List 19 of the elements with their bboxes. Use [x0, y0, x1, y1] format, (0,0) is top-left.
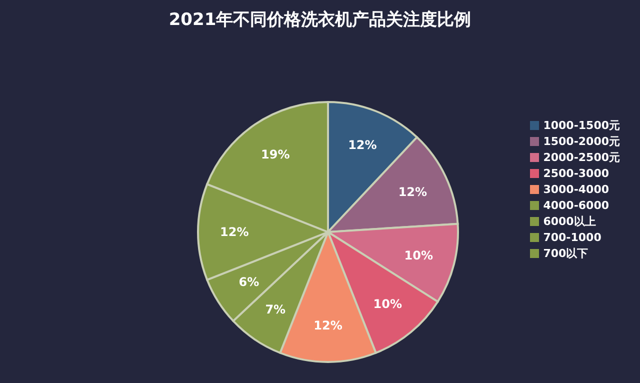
legend-label: 6000以上	[543, 215, 596, 228]
legend-label: 4000-6000	[543, 199, 609, 212]
legend-label: 700以下	[543, 247, 588, 260]
data-label: 12%	[348, 138, 377, 152]
data-label: 12%	[314, 318, 342, 333]
legend-label: 1500-2000元	[543, 135, 620, 148]
data-label: 6%	[238, 275, 260, 290]
data-label: 10%	[373, 297, 402, 312]
data-label: 12%	[398, 185, 428, 200]
chart-title: 2021年不同价格洗衣机产品关注度比例	[168, 9, 472, 31]
legend-label: 700-1000	[543, 231, 602, 244]
legend-label: 2500-3000	[543, 167, 609, 180]
legend-label: 1000-1500元	[543, 119, 620, 132]
data-label: 7%	[265, 302, 286, 316]
data-label: 19%	[261, 148, 290, 162]
legend-label: 2000-2500元	[543, 151, 620, 164]
legend-label: 3000-4000	[543, 183, 609, 196]
data-label: 12%	[220, 225, 249, 239]
data-label: 10%	[404, 248, 434, 262]
